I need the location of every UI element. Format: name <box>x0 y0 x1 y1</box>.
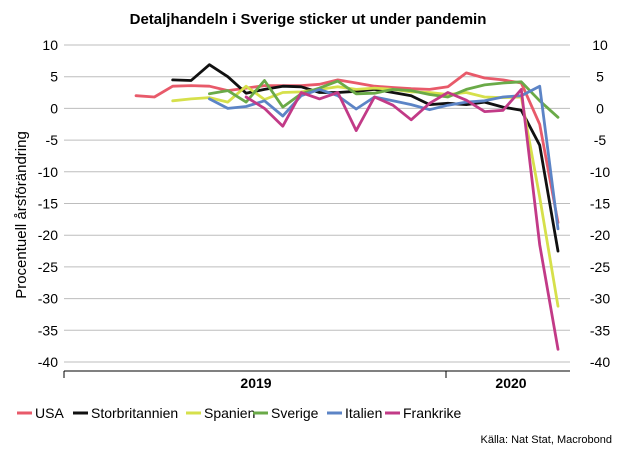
y-tick-label-left: 5 <box>50 69 58 85</box>
y-tick-label-right: -40 <box>590 354 610 370</box>
legend-label-spanien: Spanien <box>204 405 255 421</box>
legend: USA Storbritannien Spanien Sverige Italien Fr… <box>17 405 462 421</box>
y-tick-label-right: -25 <box>590 259 610 275</box>
y-ticks-left: 10 5 0 -5 -10 -15 -20 -25 -30 -35 -40 <box>38 37 58 370</box>
y-axis-label: Procentuell årsförändring <box>13 131 30 299</box>
legend-label-frankrike: Frankrike <box>403 405 462 421</box>
series-line-storbritannien <box>171 63 560 253</box>
y-tick-label-left: 0 <box>50 100 58 116</box>
series-line-frankrike <box>244 88 560 351</box>
chart-title: Detaljhandeln i Sverige sticker ut under… <box>130 11 487 28</box>
x-tick-2019: 2019 <box>240 375 271 391</box>
y-tick-label-left: -15 <box>38 196 58 212</box>
series-line-spanien <box>171 84 560 308</box>
y-tick-label-right: -30 <box>590 291 610 307</box>
y-tick-label-right: 0 <box>596 100 604 116</box>
series-lines <box>134 63 560 351</box>
y-tick-label-left: -25 <box>38 259 58 275</box>
y-tick-label-left: -40 <box>38 354 58 370</box>
y-tick-label-left: 10 <box>42 37 58 53</box>
series-line-usa <box>134 71 560 224</box>
y-tick-label-right: -5 <box>594 132 607 148</box>
y-tick-label-right: -35 <box>590 322 610 338</box>
y-tick-label-right: 5 <box>596 69 604 85</box>
y-tick-label-left: -35 <box>38 322 58 338</box>
y-tick-label-left: -20 <box>38 227 58 243</box>
y-tick-label-right: -20 <box>590 227 610 243</box>
y-tick-label-right: 10 <box>592 37 608 53</box>
y-tick-label-left: -5 <box>46 132 59 148</box>
series-line-sverige <box>207 79 560 119</box>
series-line-italien <box>207 84 560 231</box>
y-tick-label-left: -30 <box>38 291 58 307</box>
legend-label-storbritannien: Storbritannien <box>91 405 178 421</box>
x-tick-2020: 2020 <box>495 375 526 391</box>
legend-label-usa: USA <box>35 405 64 421</box>
source-note: Källa: Nat Stat, Macrobond <box>481 434 612 446</box>
legend-label-sverige: Sverige <box>271 405 319 421</box>
y-tick-label-left: -10 <box>38 164 58 180</box>
y-tick-label-right: -10 <box>590 164 610 180</box>
legend-label-italien: Italien <box>345 405 382 421</box>
gridlines <box>64 44 570 363</box>
y-tick-label-right: -15 <box>590 196 610 212</box>
y-ticks-right: 10 5 0 -5 -10 -15 -20 -25 -30 -35 -40 <box>590 37 610 370</box>
